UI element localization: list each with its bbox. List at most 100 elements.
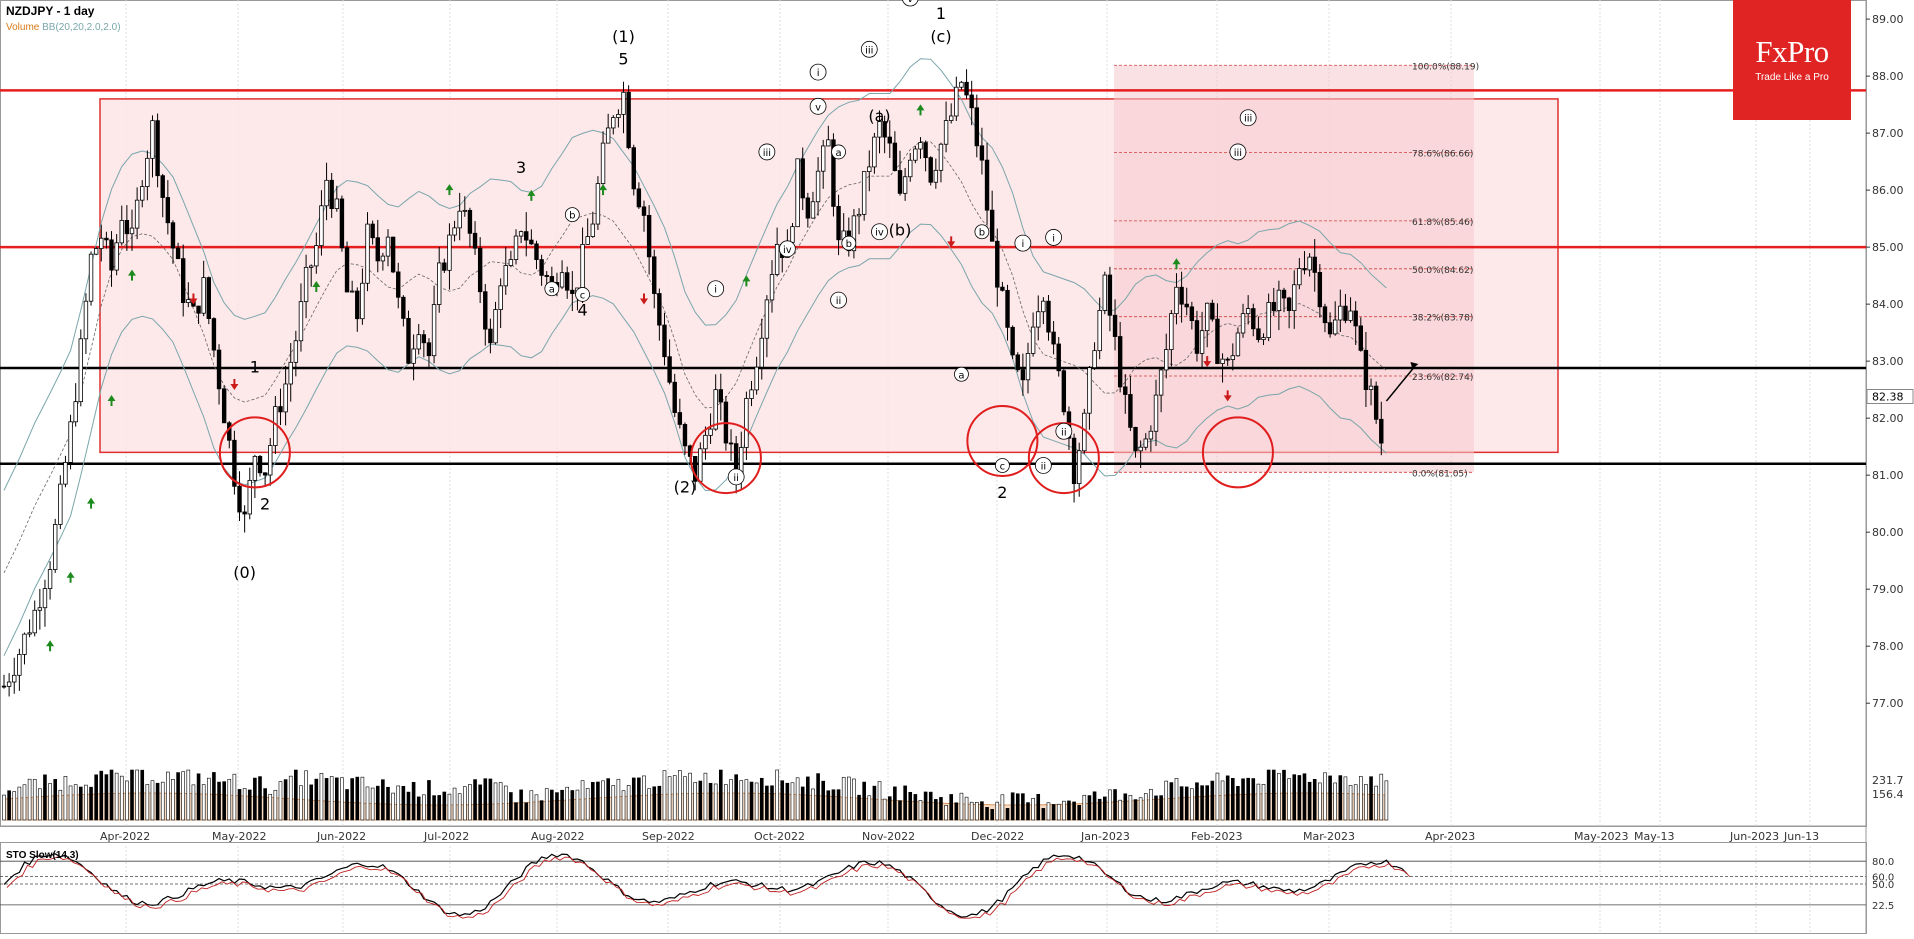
candle-body xyxy=(344,247,350,293)
volume-bar xyxy=(693,782,698,821)
volume-bar xyxy=(529,790,534,821)
volume-bar xyxy=(1077,804,1081,821)
volume-bar xyxy=(1113,789,1117,821)
stochastic-k-line xyxy=(3,853,1408,918)
candle-body xyxy=(175,247,181,260)
wave-label: c xyxy=(580,290,586,301)
candle-body xyxy=(1123,386,1128,395)
volume-bar xyxy=(621,790,626,821)
candle-body xyxy=(954,86,959,117)
candle-body xyxy=(513,235,519,260)
candle-body xyxy=(1215,318,1220,364)
volume-bar xyxy=(862,781,866,821)
candle-body xyxy=(1271,302,1276,311)
volume-bar xyxy=(166,771,170,821)
price-tick-label: 83.00 xyxy=(1872,355,1904,368)
candle-body xyxy=(462,209,467,212)
volume-bar xyxy=(329,776,334,821)
volume-bar xyxy=(662,770,667,821)
volume-bar xyxy=(1328,775,1332,821)
volume-bar xyxy=(1287,778,1291,821)
volume-bar xyxy=(1118,799,1122,821)
candle-body xyxy=(385,236,391,257)
volume-bar xyxy=(939,797,943,821)
candle-body xyxy=(1307,256,1312,271)
candle-body xyxy=(206,277,211,319)
volume-bar xyxy=(954,802,959,821)
highlight-circle xyxy=(1201,416,1274,489)
candle-body xyxy=(974,107,979,147)
candle-body xyxy=(119,220,124,244)
fib-level-label: 50.0%(84.62) xyxy=(1412,266,1473,276)
candle-body xyxy=(150,120,155,159)
candle-body xyxy=(590,223,595,237)
volume-bar xyxy=(258,776,262,821)
volume-bar xyxy=(201,784,206,821)
candle-body xyxy=(524,231,529,241)
volume-bar xyxy=(785,782,790,821)
volume-bar xyxy=(1072,801,1076,821)
candle-body xyxy=(396,271,401,298)
candle-body xyxy=(104,237,109,241)
wave-label-ring xyxy=(871,223,888,241)
volume-bar xyxy=(739,780,744,821)
wave-label-ring xyxy=(1055,422,1073,440)
volume-bar xyxy=(626,785,631,821)
wave-label-ring xyxy=(544,281,560,297)
candle-body xyxy=(298,301,304,342)
volume-bar xyxy=(611,785,616,821)
candle-body xyxy=(662,324,667,358)
price-tick-label: 78.00 xyxy=(1872,640,1904,653)
volume-bar xyxy=(294,769,298,821)
bb-upper-band xyxy=(3,58,1387,491)
wave-label: 4 xyxy=(577,301,587,320)
candle-body xyxy=(646,215,652,258)
volume-legend: Volume xyxy=(6,22,40,33)
candle-body xyxy=(1251,308,1256,330)
volume-bar xyxy=(140,769,145,821)
fib-level-label: 100.0%(88.19) xyxy=(1412,62,1479,72)
volume-bar xyxy=(416,796,421,821)
volume-bar xyxy=(534,794,539,821)
volume-bar xyxy=(519,789,523,821)
candle-body xyxy=(1379,418,1384,444)
candle-body xyxy=(682,424,688,447)
candle-body xyxy=(821,145,826,172)
volume-bar xyxy=(1092,791,1097,821)
volume-bar xyxy=(1318,782,1322,821)
candle-body xyxy=(861,171,867,215)
volume-bar xyxy=(555,792,559,821)
candle-body xyxy=(73,401,78,423)
wave-label: iv xyxy=(783,245,792,256)
volume-bar xyxy=(452,787,457,821)
wave-label-ring xyxy=(841,235,857,251)
candle-body xyxy=(268,445,273,476)
wave-label-ring xyxy=(830,291,847,309)
volume-bar xyxy=(350,778,354,821)
volume-bar xyxy=(985,807,989,821)
candle-body xyxy=(380,255,386,262)
volume-bar xyxy=(437,795,442,821)
candle-body xyxy=(134,199,140,229)
candle-body xyxy=(1363,349,1369,390)
volume-bar xyxy=(672,775,677,821)
candle-body xyxy=(355,290,360,320)
volume-bar xyxy=(1348,785,1353,821)
candle-body xyxy=(984,159,990,211)
buy-arrow-icon xyxy=(66,571,75,583)
volume-bar xyxy=(1159,795,1163,821)
volume-bar xyxy=(1266,769,1271,821)
volume-bar xyxy=(462,786,467,821)
volume-bar xyxy=(1236,786,1240,821)
highlight-circle xyxy=(689,422,762,495)
volume-bar xyxy=(934,799,938,821)
volume-bar xyxy=(1364,784,1368,821)
volume-bar xyxy=(38,788,42,821)
candle-body xyxy=(1220,358,1225,364)
wave-label-ring xyxy=(974,224,990,240)
volume-bar xyxy=(58,789,63,821)
candle-body xyxy=(1092,350,1097,369)
volume-bar xyxy=(1031,798,1035,821)
candle-body xyxy=(616,113,621,118)
candle-body xyxy=(1138,446,1143,452)
